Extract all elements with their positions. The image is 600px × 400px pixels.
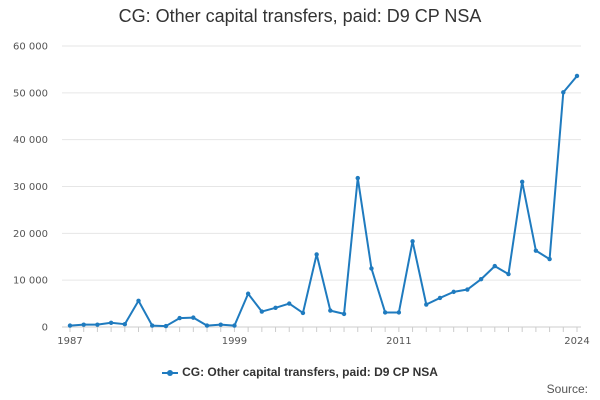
data-point: [574, 73, 580, 79]
data-point: [478, 277, 484, 282]
y-axis-tick-labels: 0 10 000 20 000 30 000 40 000 50 000 60 000: [13, 42, 48, 334]
x-axis: [62, 326, 581, 332]
grid-lines: [62, 45, 581, 281]
data-point: [424, 302, 429, 307]
legend-label: CG: Other capital transfers, paid: D9 CP…: [182, 365, 438, 379]
legend-item[interactable]: CG: Other capital transfers, paid: D9 CP…: [0, 365, 600, 379]
data-point: [232, 323, 237, 328]
data-point: [122, 321, 128, 327]
data-point: [177, 315, 182, 321]
data-point: [369, 266, 374, 271]
data-point: [396, 310, 402, 315]
data-point: [382, 310, 388, 315]
data-point: [273, 305, 278, 310]
data-point: [150, 323, 155, 328]
x-axis-tick-labels: 1987 1999 2011 2024: [57, 336, 589, 347]
data-point: [465, 287, 470, 292]
chart-title: CG: Other capital transfers, paid: D9 CP…: [118, 6, 482, 26]
data-point: [437, 295, 443, 301]
y-tick-label: 10 000: [13, 276, 48, 287]
data-point: [547, 256, 552, 262]
source-label: Source:: [546, 382, 588, 396]
chart-plot: 0 10 000 20 000 30 000 40 000 50 000 60 000 19…: [13, 42, 590, 348]
legend-line-symbol-icon: [162, 368, 179, 378]
x-tick-label: 2011: [386, 336, 411, 347]
data-point: [67, 323, 73, 328]
series-points: [67, 73, 580, 329]
data-point: [81, 322, 86, 327]
data-point: [410, 239, 415, 244]
data-point: [355, 175, 360, 181]
x-tick-label: 1999: [222, 336, 247, 347]
y-tick-label: 50 000: [13, 88, 48, 99]
y-tick-label: 60 000: [13, 42, 48, 53]
series-line: [69, 74, 578, 328]
data-point: [204, 323, 210, 328]
data-point: [245, 291, 251, 296]
data-point: [163, 323, 169, 329]
y-tick-label: 20 000: [13, 229, 48, 240]
y-tick-label: 30 000: [13, 182, 48, 193]
series-line-layer: [69, 74, 578, 328]
data-point: [108, 320, 114, 325]
data-point: [506, 271, 511, 277]
data-point: [314, 252, 319, 257]
x-tick-label: 2024: [564, 336, 589, 347]
data-point: [451, 289, 456, 295]
data-point: [561, 90, 566, 95]
x-tick-label: 1987: [57, 336, 82, 347]
data-point: [191, 315, 196, 320]
data-point: [519, 179, 525, 185]
data-point: [533, 248, 539, 253]
y-tick-label: 40 000: [13, 135, 48, 146]
data-point: [492, 263, 497, 269]
data-point: [259, 309, 265, 314]
data-point: [328, 308, 333, 313]
data-point: [287, 301, 292, 306]
y-tick-label: 0: [42, 323, 48, 334]
data-point: [218, 322, 223, 327]
data-point: [341, 311, 347, 317]
data-point: [95, 322, 100, 327]
data-point: [300, 310, 306, 316]
data-point: [136, 298, 141, 303]
